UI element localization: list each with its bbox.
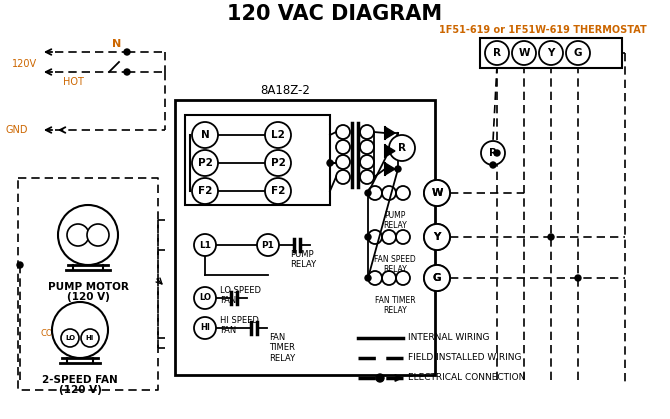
Text: 120 VAC DIAGRAM: 120 VAC DIAGRAM [227,4,443,24]
Circle shape [424,265,450,291]
Text: Y: Y [547,48,555,58]
Circle shape [81,329,99,347]
Text: N: N [113,39,122,49]
Text: HOT: HOT [62,77,84,87]
Circle shape [485,41,509,65]
Text: GND: GND [5,125,28,135]
Text: R: R [489,148,497,158]
Text: LO SPEED
FAN: LO SPEED FAN [220,286,261,305]
Circle shape [17,262,23,268]
Text: G: G [433,273,442,283]
Circle shape [265,150,291,176]
Text: Y: Y [433,232,441,242]
Circle shape [365,234,371,240]
Polygon shape [385,127,395,139]
Circle shape [395,166,401,172]
Circle shape [52,302,108,358]
Text: P2: P2 [198,158,212,168]
Circle shape [494,150,500,156]
Circle shape [424,265,450,291]
Text: LO: LO [65,335,75,341]
Text: 8A18Z-2: 8A18Z-2 [260,83,310,96]
Text: 120V: 120V [13,59,38,69]
Circle shape [265,178,291,204]
Circle shape [548,234,554,240]
Circle shape [58,205,118,265]
Text: N: N [200,130,209,140]
Circle shape [192,178,218,204]
Text: 120V: 120V [222,158,245,168]
Text: G: G [433,273,442,283]
Text: (120 V): (120 V) [66,292,109,302]
Circle shape [376,374,384,382]
Circle shape [124,69,130,75]
Text: L1: L1 [199,241,211,249]
Circle shape [265,122,291,148]
Circle shape [194,287,216,309]
Text: W: W [519,48,530,58]
Text: HI SPEED
FAN: HI SPEED FAN [220,316,259,335]
Circle shape [192,150,218,176]
Text: W: W [431,188,443,198]
Bar [175,100,435,375]
Circle shape [481,141,505,165]
Circle shape [424,180,450,206]
Text: P2: P2 [271,158,285,168]
Circle shape [389,135,415,161]
Text: FAN TIMER
RELAY: FAN TIMER RELAY [375,296,415,316]
Circle shape [575,275,581,281]
Text: PUMP
RELAY: PUMP RELAY [290,250,316,269]
Text: R: R [398,143,406,153]
Text: FAN SPEED
RELAY: FAN SPEED RELAY [374,255,416,274]
Text: (120 V): (120 V) [58,385,101,395]
Text: 120V: 120V [222,186,245,196]
Circle shape [539,41,563,65]
Circle shape [365,190,371,196]
Circle shape [424,224,450,250]
Text: W: W [431,188,443,198]
Polygon shape [385,163,395,175]
Text: HI: HI [200,323,210,333]
Circle shape [257,234,279,256]
Circle shape [424,180,450,206]
Text: Y: Y [433,232,441,242]
Polygon shape [385,145,395,157]
Circle shape [194,234,216,256]
Text: FIELD INSTALLED WIRING: FIELD INSTALLED WIRING [408,354,521,362]
Text: COM: COM [40,328,60,337]
Bar [185,115,330,205]
Text: G: G [574,48,582,58]
Text: 240V: 240V [295,130,318,140]
Text: F2: F2 [271,186,285,196]
Text: 240V: 240V [295,158,318,168]
Text: 1F51-619 or 1F51W-619 THERMOSTAT: 1F51-619 or 1F51W-619 THERMOSTAT [439,25,647,35]
Circle shape [365,275,371,281]
Text: 120V: 120V [222,130,245,140]
Text: ELECTRICAL CONNECTION: ELECTRICAL CONNECTION [408,373,525,383]
Text: L2: L2 [271,130,285,140]
Circle shape [490,162,496,168]
Text: LO: LO [199,293,211,303]
Bar [480,38,622,68]
Circle shape [67,224,89,246]
Text: 240V: 240V [295,186,318,196]
Circle shape [61,329,79,347]
Circle shape [566,41,590,65]
Circle shape [192,122,218,148]
Text: HI: HI [86,335,94,341]
Circle shape [124,49,130,55]
Circle shape [327,160,333,166]
Circle shape [87,224,109,246]
Text: P1: P1 [261,241,275,249]
Text: R: R [493,48,501,58]
Text: PUMP
RELAY: PUMP RELAY [383,211,407,230]
Circle shape [512,41,536,65]
Circle shape [194,317,216,339]
Text: FAN
TIMER
RELAY: FAN TIMER RELAY [269,333,295,363]
Text: 2-SPEED FAN: 2-SPEED FAN [42,375,118,385]
Circle shape [424,224,450,250]
Text: PUMP MOTOR: PUMP MOTOR [48,282,129,292]
Text: F2: F2 [198,186,212,196]
Text: INTERNAL WIRING: INTERNAL WIRING [408,334,490,342]
